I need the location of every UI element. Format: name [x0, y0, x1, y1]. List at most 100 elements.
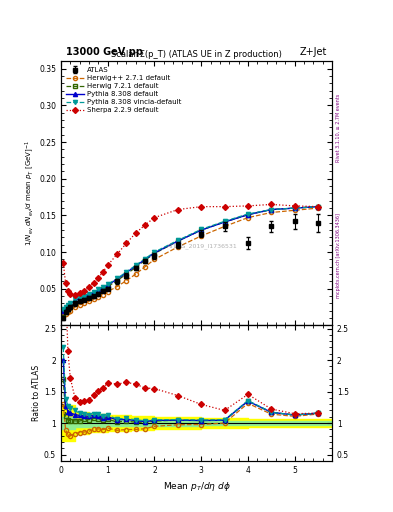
Herwig++ 2.7.1 default — [292, 207, 297, 214]
Sherpa 2.2.9 default — [91, 280, 96, 286]
Sherpa 2.2.9 default — [63, 280, 68, 286]
Pythia 8.308 vincia-default — [115, 275, 119, 282]
Herwig 7.2.1 default — [91, 291, 96, 297]
Herwig++ 2.7.1 default — [124, 278, 129, 284]
Herwig++ 2.7.1 default — [175, 244, 180, 250]
Herwig 7.2.1 default — [101, 286, 105, 292]
Pythia 8.308 default — [124, 269, 129, 275]
Sherpa 2.2.9 default — [292, 203, 297, 209]
Herwig 7.2.1 default — [105, 284, 110, 290]
Pythia 8.308 default — [199, 227, 204, 233]
Herwig++ 2.7.1 default — [77, 302, 82, 308]
Pythia 8.308 default — [86, 291, 91, 297]
Sherpa 2.2.9 default — [222, 204, 227, 210]
Legend: ATLAS, Herwig++ 2.7.1 default, Herwig 7.2.1 default, Pythia 8.308 default, Pythi: ATLAS, Herwig++ 2.7.1 default, Herwig 7.… — [64, 65, 183, 116]
Herwig++ 2.7.1 default — [91, 296, 96, 302]
Pythia 8.308 vincia-default — [124, 269, 129, 275]
Pythia 8.308 vincia-default — [82, 293, 86, 299]
Pythia 8.308 default — [77, 295, 82, 302]
Herwig++ 2.7.1 default — [96, 294, 101, 300]
Text: Rivet 3.1.10, ≥ 2.7M events: Rivet 3.1.10, ≥ 2.7M events — [336, 94, 341, 162]
Pythia 8.308 vincia-default — [143, 255, 147, 262]
Herwig 7.2.1 default — [77, 297, 82, 304]
Pythia 8.308 default — [222, 219, 227, 225]
Herwig 7.2.1 default — [246, 211, 250, 218]
Text: 13000 GeV pp: 13000 GeV pp — [66, 48, 143, 57]
Pythia 8.308 default — [246, 211, 250, 218]
Sherpa 2.2.9 default — [73, 291, 77, 297]
Sherpa 2.2.9 default — [82, 288, 86, 294]
Pythia 8.308 vincia-default — [269, 206, 274, 212]
Herwig 7.2.1 default — [199, 227, 204, 233]
Pythia 8.308 vincia-default — [175, 237, 180, 243]
Herwig++ 2.7.1 default — [63, 311, 68, 317]
Pythia 8.308 default — [63, 306, 68, 312]
Pythia 8.308 default — [101, 285, 105, 291]
Pythia 8.308 vincia-default — [292, 205, 297, 211]
Pythia 8.308 default — [66, 303, 70, 309]
Herwig 7.2.1 default — [82, 295, 86, 302]
Line: Herwig++ 2.7.1 default: Herwig++ 2.7.1 default — [61, 206, 320, 318]
Pythia 8.308 vincia-default — [73, 296, 77, 302]
Herwig++ 2.7.1 default — [133, 271, 138, 277]
Herwig 7.2.1 default — [61, 310, 66, 316]
Herwig++ 2.7.1 default — [316, 205, 320, 211]
Sherpa 2.2.9 default — [115, 251, 119, 258]
Sherpa 2.2.9 default — [101, 269, 105, 275]
Sherpa 2.2.9 default — [105, 262, 110, 268]
Herwig++ 2.7.1 default — [246, 215, 250, 221]
Pythia 8.308 default — [143, 257, 147, 263]
Line: Herwig 7.2.1 default: Herwig 7.2.1 default — [61, 205, 320, 315]
Pythia 8.308 vincia-default — [133, 262, 138, 268]
Pythia 8.308 vincia-default — [91, 289, 96, 295]
Pythia 8.308 default — [133, 263, 138, 269]
Line: Pythia 8.308 default: Pythia 8.308 default — [61, 205, 320, 313]
Pythia 8.308 vincia-default — [61, 306, 66, 312]
Herwig 7.2.1 default — [96, 289, 101, 295]
Sherpa 2.2.9 default — [246, 203, 250, 209]
Herwig++ 2.7.1 default — [269, 209, 274, 216]
Pythia 8.308 default — [152, 250, 157, 256]
Pythia 8.308 default — [105, 282, 110, 288]
Sherpa 2.2.9 default — [61, 260, 66, 266]
Pythia 8.308 vincia-default — [68, 300, 73, 306]
Herwig++ 2.7.1 default — [82, 301, 86, 307]
Herwig++ 2.7.1 default — [105, 289, 110, 295]
Pythia 8.308 default — [96, 287, 101, 293]
Herwig 7.2.1 default — [66, 306, 70, 312]
Herwig++ 2.7.1 default — [152, 257, 157, 263]
Herwig++ 2.7.1 default — [101, 291, 105, 297]
Herwig++ 2.7.1 default — [68, 308, 73, 314]
Herwig++ 2.7.1 default — [66, 309, 70, 315]
Herwig 7.2.1 default — [316, 204, 320, 210]
Herwig++ 2.7.1 default — [86, 298, 91, 304]
Sherpa 2.2.9 default — [133, 230, 138, 236]
Pythia 8.308 default — [292, 205, 297, 211]
Herwig 7.2.1 default — [175, 238, 180, 244]
Pythia 8.308 default — [316, 204, 320, 210]
Pythia 8.308 vincia-default — [77, 294, 82, 301]
Sherpa 2.2.9 default — [96, 274, 101, 281]
Pythia 8.308 vincia-default — [96, 286, 101, 292]
Herwig 7.2.1 default — [292, 205, 297, 211]
Pythia 8.308 vincia-default — [101, 284, 105, 290]
Herwig++ 2.7.1 default — [115, 284, 119, 290]
Title: Scalar Σ(p_T) (ATLAS UE in Z production): Scalar Σ(p_T) (ATLAS UE in Z production) — [111, 50, 282, 59]
Y-axis label: Ratio to ATLAS: Ratio to ATLAS — [32, 365, 41, 421]
Pythia 8.308 default — [82, 294, 86, 300]
Sherpa 2.2.9 default — [152, 215, 157, 221]
Pythia 8.308 vincia-default — [316, 204, 320, 210]
Text: mcplots.cern.ch [arXiv:1306.3436]: mcplots.cern.ch [arXiv:1306.3436] — [336, 214, 341, 298]
Line: Pythia 8.308 vincia-default: Pythia 8.308 vincia-default — [61, 205, 320, 311]
Herwig 7.2.1 default — [143, 257, 147, 263]
Herwig++ 2.7.1 default — [199, 233, 204, 239]
Pythia 8.308 default — [68, 301, 73, 307]
Pythia 8.308 default — [91, 289, 96, 295]
Herwig++ 2.7.1 default — [73, 304, 77, 310]
Sherpa 2.2.9 default — [124, 240, 129, 246]
X-axis label: Mean $p_T/d\eta\ d\phi$: Mean $p_T/d\eta\ d\phi$ — [163, 480, 230, 493]
Pythia 8.308 vincia-default — [152, 249, 157, 255]
Herwig++ 2.7.1 default — [143, 264, 147, 270]
Sherpa 2.2.9 default — [66, 288, 70, 294]
Sherpa 2.2.9 default — [199, 204, 204, 210]
